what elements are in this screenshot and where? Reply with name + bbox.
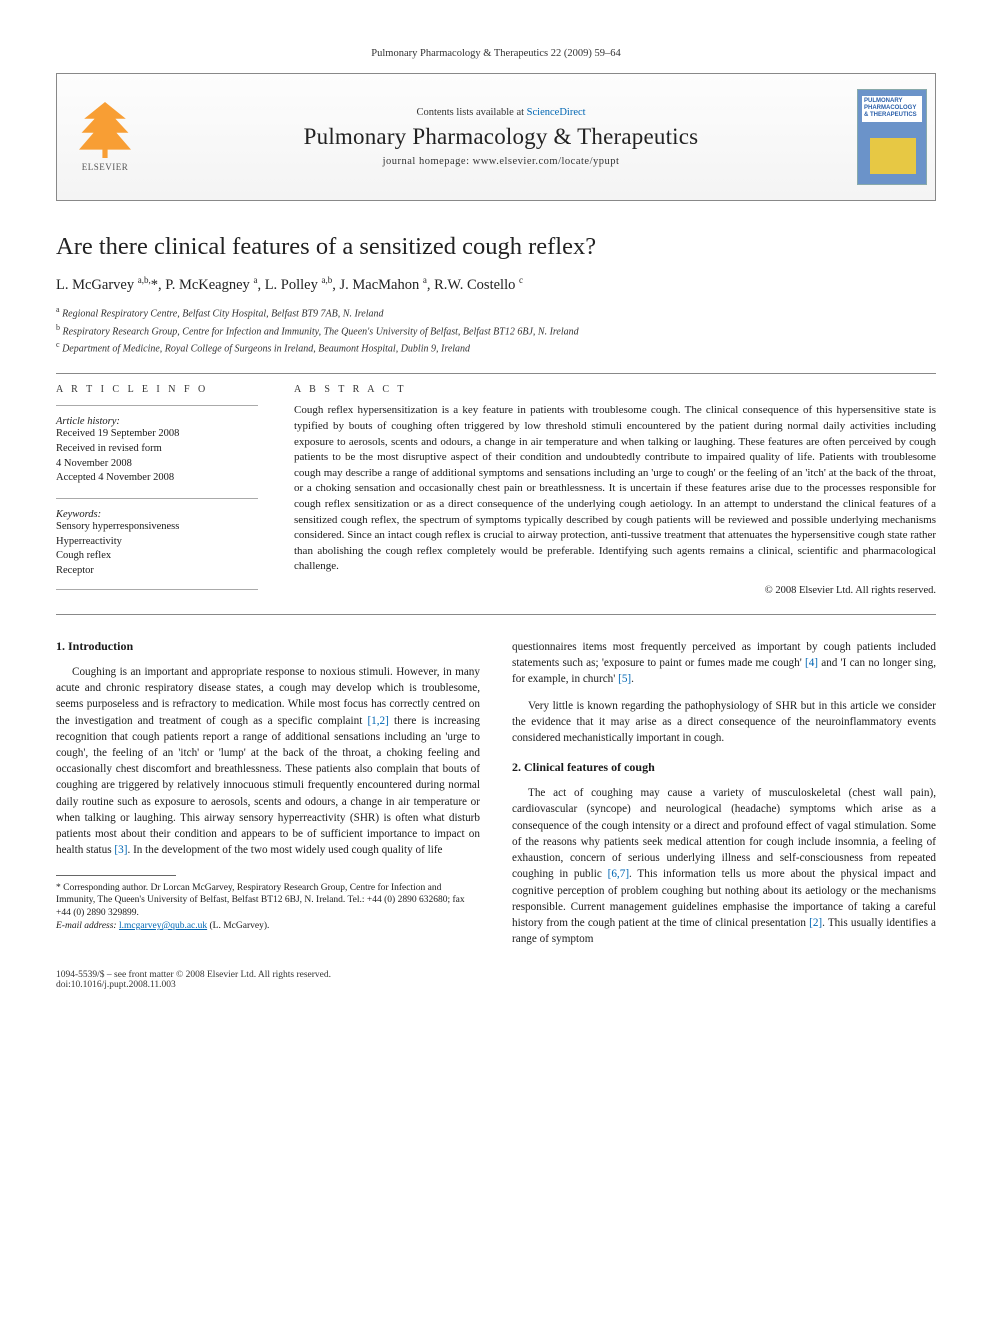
doi-line: doi:10.1016/j.pupt.2008.11.003 [56, 980, 331, 990]
abstract-copyright: © 2008 Elsevier Ltd. All rights reserved… [294, 585, 936, 596]
publisher-name: ELSEVIER [82, 162, 129, 172]
page-footer: 1094-5539/$ – see front matter © 2008 El… [56, 970, 936, 990]
journal-name: Pulmonary Pharmacology & Therapeutics [304, 124, 699, 150]
citation-ref[interactable]: [3] [114, 844, 127, 856]
cover-thumbnail-block: PULMONARY PHARMACOLOGY & THERAPEUTICS [849, 74, 935, 200]
running-head: Pulmonary Pharmacology & Therapeutics 22… [56, 48, 936, 59]
article-title: Are there clinical features of a sensiti… [56, 233, 936, 261]
email-label: E-mail address: [56, 921, 119, 931]
front-matter-line: 1094-5539/$ – see front matter © 2008 El… [56, 970, 331, 980]
paragraph: Very little is known regarding the patho… [512, 698, 936, 747]
paragraph: Coughing is an important and appropriate… [56, 664, 480, 859]
author-list: L. McGarvey a,b,*, P. McKeagney a, L. Po… [56, 275, 936, 294]
citation-ref[interactable]: [2] [809, 917, 822, 929]
citation-ref[interactable]: [1,2] [367, 715, 388, 727]
journal-masthead: ELSEVIER Contents lists available at Sci… [56, 73, 936, 201]
corresponding-author-footnote: * Corresponding author. Dr Lorcan McGarv… [56, 882, 480, 933]
affiliations: a Regional Respiratory Centre, Belfast C… [56, 304, 936, 357]
article-info-head: A R T I C L E I N F O [56, 384, 258, 395]
abstract-text: Cough reflex hypersensitization is a key… [294, 403, 936, 575]
body-columns: 1. Introduction Coughing is an important… [56, 639, 936, 948]
keywords-list: Sensory hyperresponsivenessHyperreactivi… [56, 520, 258, 579]
section-heading-clinical: 2. Clinical features of cough [512, 760, 936, 775]
elsevier-tree-icon [79, 102, 131, 158]
divider [56, 373, 936, 374]
history-label: Article history: [56, 416, 258, 427]
citation-ref[interactable]: [5] [618, 673, 631, 685]
cover-title: PULMONARY PHARMACOLOGY & THERAPEUTICS [864, 98, 920, 119]
abstract-block: A B S T R A C T Cough reflex hypersensit… [294, 384, 936, 600]
publisher-logo-block: ELSEVIER [57, 74, 153, 200]
paragraph: The act of coughing may cause a variety … [512, 785, 936, 947]
journal-cover-thumb: PULMONARY PHARMACOLOGY & THERAPEUTICS [857, 89, 927, 185]
article-info-block: A R T I C L E I N F O Article history: R… [56, 384, 258, 600]
sciencedirect-link[interactable]: ScienceDirect [527, 107, 586, 118]
history-lines: Received 19 September 2008Received in re… [56, 427, 258, 486]
abstract-head: A B S T R A C T [294, 384, 936, 395]
divider [56, 614, 936, 615]
citation-ref[interactable]: [6,7] [608, 868, 629, 880]
divider [56, 498, 258, 499]
keywords-label: Keywords: [56, 509, 258, 520]
email-suffix: (L. McGarvey). [207, 921, 269, 931]
divider [56, 405, 258, 406]
divider [56, 589, 258, 590]
section-heading-intro: 1. Introduction [56, 639, 480, 654]
footnote-corr: * Corresponding author. Dr Lorcan McGarv… [56, 882, 480, 920]
corresponding-email-link[interactable]: l.mcgarvey@qub.ac.uk [119, 921, 207, 931]
footnote-rule [56, 875, 176, 876]
journal-homepage: journal homepage: www.elsevier.com/locat… [383, 156, 620, 167]
paragraph: questionnaires items most frequently per… [512, 639, 936, 688]
contents-available-line: Contents lists available at ScienceDirec… [416, 107, 585, 118]
contents-prefix: Contents lists available at [416, 107, 526, 118]
citation-ref[interactable]: [4] [805, 657, 818, 669]
